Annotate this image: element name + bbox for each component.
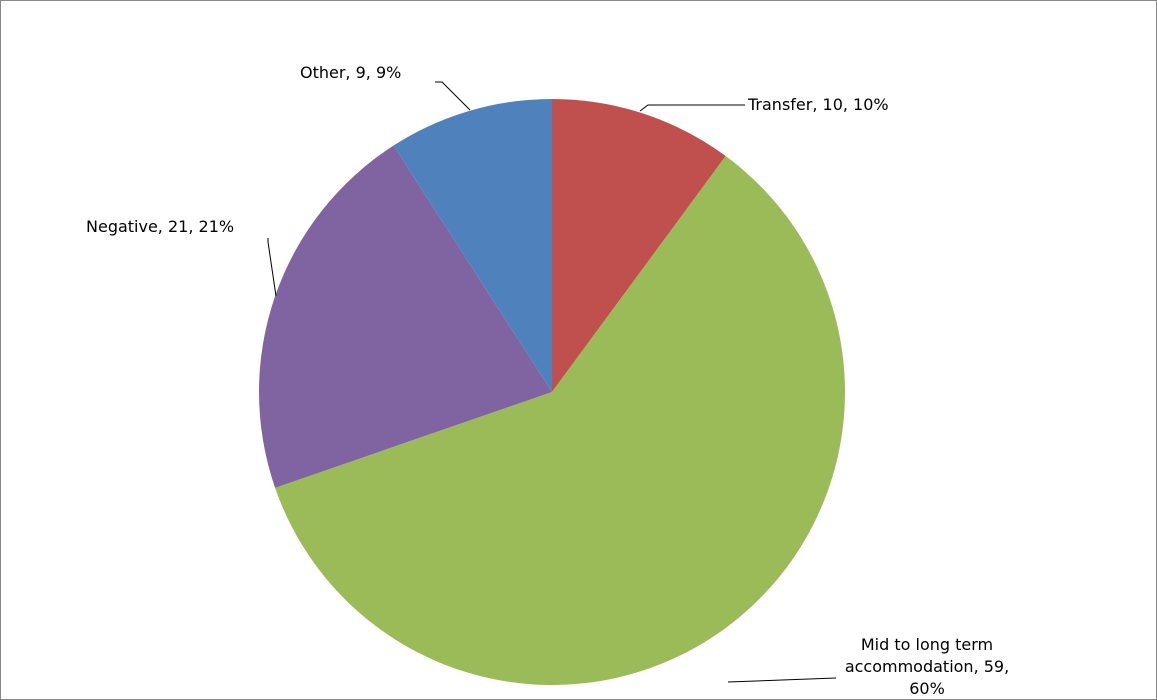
leader-line — [727, 677, 837, 683]
data-label: Transfer, 10, 10% — [748, 95, 889, 114]
data-label: Mid to long term accommodation, 59, 60% — [844, 635, 1010, 698]
data-label: Negative, 21, 21% — [86, 217, 235, 236]
leader-line — [267, 238, 277, 297]
leader-line — [639, 104, 745, 112]
pie — [259, 99, 845, 686]
pie-slice — [275, 156, 845, 686]
pie-slice — [393, 99, 552, 392]
pie-slice — [552, 99, 726, 392]
data-label: Other, 9, 9% — [300, 63, 402, 82]
pie-slice — [259, 145, 552, 488]
leader-line — [435, 81, 471, 111]
